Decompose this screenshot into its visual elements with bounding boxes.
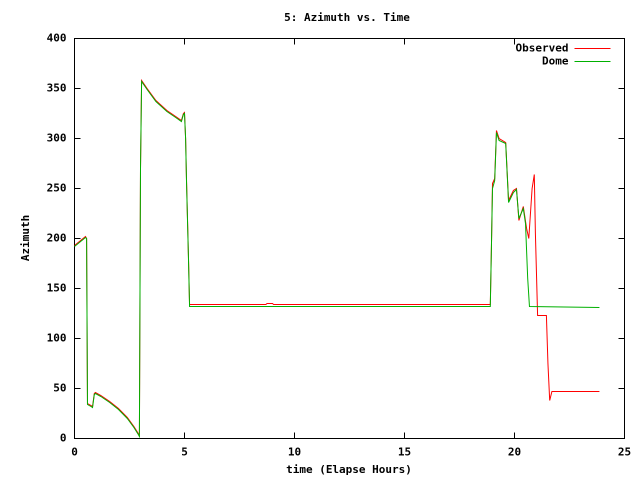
series-line [74,79,600,439]
y-tick-label: 150 [47,282,67,295]
x-axis-label: time (Elapse Hours) [286,463,412,476]
legend-label: Observed [516,42,569,55]
y-axis-label: Azimuth [19,215,32,261]
x-tick-label: 15 [398,446,411,459]
x-tick-label: 25 [618,446,631,459]
y-tick-label: 200 [47,232,67,245]
y-tick-label: 400 [47,32,67,45]
x-tick-label: 20 [508,446,521,459]
x-tick-label: 5 [181,446,188,459]
y-tick-label: 300 [47,132,67,145]
y-tick-label: 100 [47,332,67,345]
legend-label: Dome [542,55,569,68]
chart-title: 5: Azimuth vs. Time [284,11,410,24]
y-tick-label: 350 [47,82,67,95]
y-tick-label: 0 [60,432,67,445]
x-tick-label: 0 [71,446,78,459]
y-tick-label: 250 [47,182,67,195]
y-tick-label: 50 [53,382,66,395]
x-tick-label: 10 [288,446,301,459]
